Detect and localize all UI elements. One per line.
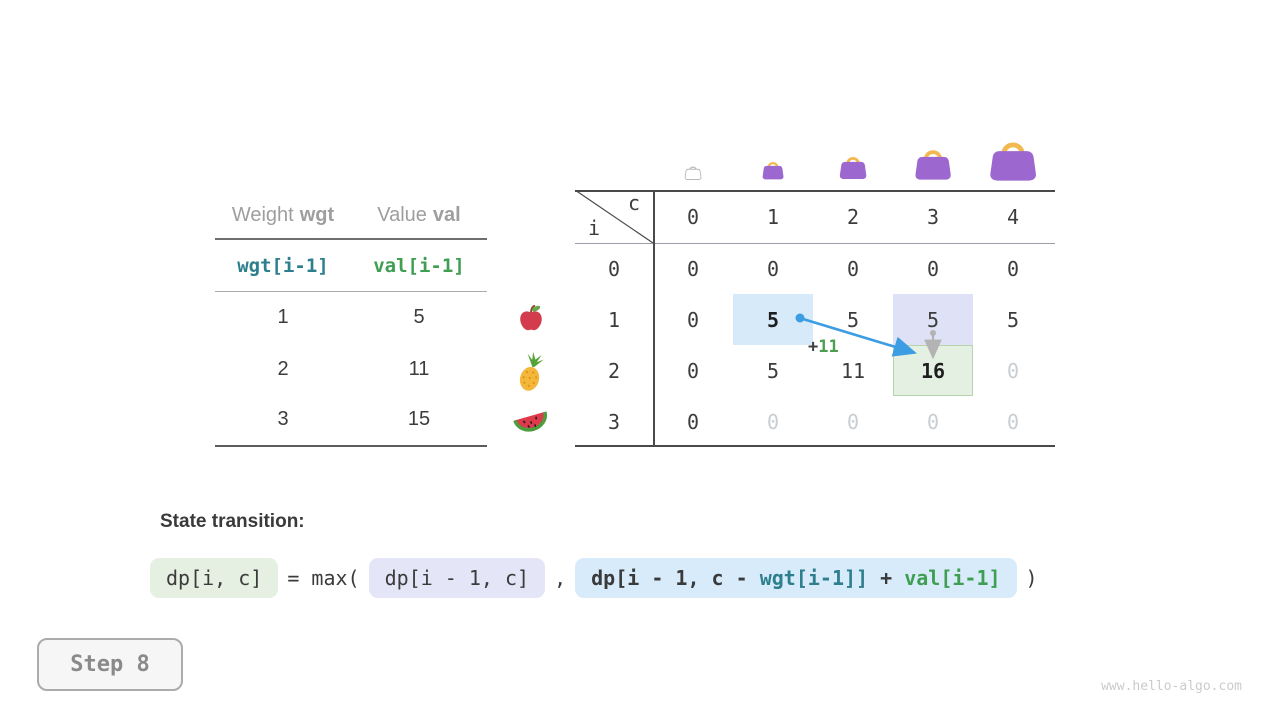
state-transition-label: State transition:: [160, 511, 305, 532]
dp-table-header-separator: [575, 243, 1055, 244]
formula-arg1-box: dp[i - 1, c]: [368, 558, 546, 598]
watermelon-icon: [512, 404, 550, 438]
dp-table-bottom-border: [575, 445, 1055, 447]
arg2-val-part: val[i-1]: [904, 566, 1001, 590]
dp-corner-cell: c i: [575, 190, 653, 243]
bag-small-icon: [761, 159, 785, 180]
dp-cell-0-1: 0: [766, 256, 780, 281]
item-1-value: 5: [413, 306, 425, 329]
dp-cell-3-4: 0: [1006, 409, 1020, 434]
dp-col-header-4: 4: [1006, 204, 1020, 229]
value-header-code: val: [432, 203, 461, 226]
watermark: www.hello-algo.com: [1101, 679, 1242, 694]
dp-row-header-0: 0: [607, 256, 621, 281]
dp-row-header-2: 2: [607, 358, 621, 383]
dp-cell-0-2: 0: [846, 256, 860, 281]
dp-table-top-border: [575, 190, 1055, 192]
item-row-3: 3 15: [215, 395, 487, 447]
item-1-weight: 1: [277, 306, 289, 329]
added-value: 11: [818, 337, 839, 357]
step-badge: Step 8: [37, 638, 183, 691]
item-3-value: 15: [407, 408, 431, 431]
arg2-dp-part: dp[i - 1, c -: [591, 566, 760, 590]
dp-col-header-3: 3: [926, 204, 940, 229]
dp-cell-1-3-source-highlight: 5: [893, 294, 973, 345]
bag-medium-icon: [838, 153, 868, 180]
corner-diagonal-line: [575, 190, 653, 243]
item-row-1: 1 5: [215, 292, 487, 344]
dp-col-header-0: 0: [686, 204, 700, 229]
val-formula-cell: val[i-1]: [373, 254, 465, 277]
dp-cell-3-3: 0: [926, 409, 940, 434]
dp-cell-3-0: 0: [686, 409, 700, 434]
dp-cell-0-0: 0: [686, 256, 700, 281]
dp-cell-1-1-source-highlight: 5: [733, 294, 813, 345]
dp-table: c i 0 1 2 3 4 0 0 0 0 0 0 1 0 5 5 5 5 2 …: [575, 190, 1055, 447]
formula-separator: ,: [554, 566, 567, 590]
bag-large-icon: [913, 145, 953, 181]
pineapple-icon: [513, 351, 549, 393]
column-variable-label: c: [627, 191, 640, 215]
dp-cell-2-2: 11: [840, 358, 866, 383]
formula-operator: = max(: [287, 566, 360, 590]
bag-xlarge-icon: [987, 136, 1039, 182]
value-added-annotation: +11: [808, 337, 839, 357]
value-header-label: Value: [377, 203, 427, 226]
empty-bag-icon: [684, 164, 702, 180]
plus-sign: +: [808, 337, 819, 357]
dp-cell-0-3: 0: [926, 256, 940, 281]
dp-cell-1-4: 5: [1006, 307, 1020, 332]
arg2-wgt-part: wgt[i-1]]: [759, 566, 869, 590]
weight-header-code: wgt: [299, 203, 335, 226]
wgt-formula-cell: wgt[i-1]: [237, 254, 329, 277]
dp-col-header-1: 1: [766, 204, 780, 229]
item-3-weight: 3: [277, 408, 289, 431]
dp-cell-2-4: 0: [1006, 358, 1020, 383]
weight-column-header: Weight wgt: [215, 192, 351, 238]
dp-row-header-1: 1: [607, 307, 621, 332]
formula-arg2-box: dp[i - 1, c - wgt[i-1]] + val[i-1]: [575, 558, 1017, 598]
dp-cell-1-0: 0: [686, 307, 700, 332]
dp-cell-3-1: 0: [766, 409, 780, 434]
dp-col-header-2: 2: [846, 204, 860, 229]
arg2-plus-part: +: [868, 566, 905, 590]
value-column-header: Value val: [351, 192, 487, 238]
formula-close-paren: ): [1025, 566, 1038, 590]
dp-row-header-3: 3: [607, 409, 621, 434]
item-row-2: 2 11: [215, 344, 487, 396]
dp-table-vertical-line: [653, 190, 655, 447]
dp-cell-0-4: 0: [1006, 256, 1020, 281]
formula-lhs-box: dp[i, c]: [150, 558, 279, 598]
dp-cell-3-2: 0: [846, 409, 860, 434]
apple-icon: [516, 303, 546, 333]
item-2-value: 11: [408, 357, 430, 380]
items-table: Weight wgt Value val wgt[i-1] val[i-1] 1…: [215, 192, 487, 447]
items-table-formula-row: wgt[i-1] val[i-1]: [215, 240, 487, 292]
dp-cell-2-3-result-highlight: 16: [893, 345, 973, 396]
dp-cell-2-1: 5: [766, 358, 780, 383]
item-2-weight: 2: [277, 357, 289, 380]
items-table-header: Weight wgt Value val: [215, 192, 487, 240]
row-variable-label: i: [588, 216, 601, 240]
state-transition-formula: dp[i, c] = max( dp[i - 1, c] , dp[i - 1,…: [150, 558, 1038, 598]
weight-header-label: Weight: [231, 203, 294, 226]
dp-cell-2-0: 0: [686, 358, 700, 383]
